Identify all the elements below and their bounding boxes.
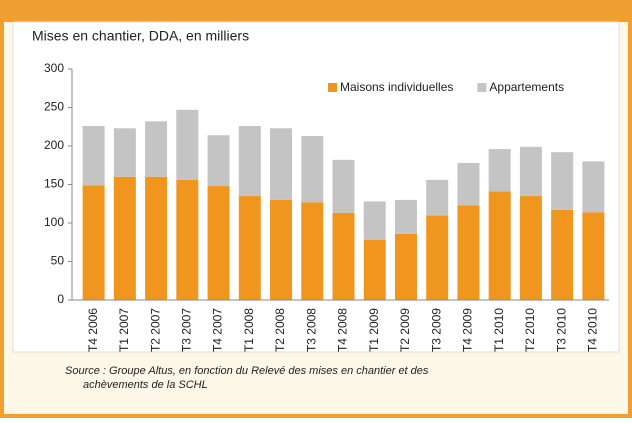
bar-segment [270, 128, 293, 200]
bar-segment [238, 196, 261, 300]
bar-segment [426, 215, 449, 300]
x-tick-label: T3 2008 [304, 308, 318, 352]
bar-segment [332, 212, 355, 300]
bar-segment [426, 179, 449, 216]
legend-label: Appartements [489, 80, 564, 94]
bar-segment [519, 146, 542, 197]
x-tick-label: T1 2007 [117, 308, 131, 352]
y-tick-label: 300 [44, 61, 64, 75]
bar-segment [145, 121, 168, 177]
legend-swatch [328, 83, 337, 92]
y-tick-label: 50 [51, 254, 65, 268]
bar-segment [176, 109, 199, 180]
x-tick-label: T1 2010 [492, 308, 506, 352]
bar-segment [488, 149, 511, 192]
bar-segment [238, 125, 261, 197]
bar-segment [363, 201, 386, 240]
bar-segment [301, 135, 324, 203]
y-tick-label: 0 [57, 292, 64, 306]
bar-segment [145, 176, 168, 300]
bar-segment [551, 209, 574, 300]
bar-segment [551, 152, 574, 210]
x-tick-label: T4 2006 [86, 308, 100, 352]
bar-segment [394, 233, 417, 300]
y-tick-label: 150 [44, 177, 64, 191]
bar-segment [394, 199, 417, 234]
x-tick-label: T1 2008 [242, 308, 256, 352]
x-tick-label: T4 2008 [336, 308, 350, 352]
bar-segment [207, 135, 230, 187]
bar-segment [363, 239, 386, 300]
bar-segment [176, 179, 199, 300]
legend-label: Maisons individuelles [340, 80, 453, 94]
bar-segment [332, 159, 355, 213]
bar-segment [488, 191, 511, 300]
source: achèvements de la SCHL [83, 379, 208, 391]
x-tick-label: T2 2010 [523, 308, 537, 352]
bar-segment [113, 176, 136, 300]
y-tick-label: 100 [44, 215, 64, 229]
bar-segment [457, 205, 480, 300]
legend-swatch [477, 83, 487, 92]
x-tick-label: T4 2009 [461, 308, 475, 352]
bar-segment [582, 212, 605, 300]
x-tick-label: T2 2008 [273, 308, 287, 352]
bar-segment [270, 199, 293, 300]
y-tick-label: 200 [44, 138, 64, 152]
bar-segment [519, 196, 542, 300]
bar-segment [82, 125, 105, 186]
x-tick-label: T4 2010 [586, 308, 600, 352]
bar-segment [82, 185, 105, 300]
bar-segment [582, 161, 605, 213]
bar-segment [301, 202, 324, 300]
subtitle: Mises en chantier, DDA, en milliers [32, 28, 249, 44]
x-tick-label: T2 2009 [398, 308, 412, 352]
x-tick-label: T2 2007 [148, 308, 162, 352]
x-tick-label: T3 2010 [554, 308, 568, 352]
bar-segment [113, 128, 136, 177]
bar-segment [457, 162, 480, 206]
x-tick-label: T1 2009 [367, 308, 381, 352]
x-tick-label: T3 2009 [429, 308, 443, 352]
x-tick-label: T4 2007 [211, 308, 225, 352]
source: Source : Groupe Altus, en fonction du Re… [65, 365, 429, 377]
bar-segment [207, 186, 230, 300]
x-tick-label: T3 2007 [179, 308, 193, 352]
y-tick-label: 250 [44, 100, 64, 114]
